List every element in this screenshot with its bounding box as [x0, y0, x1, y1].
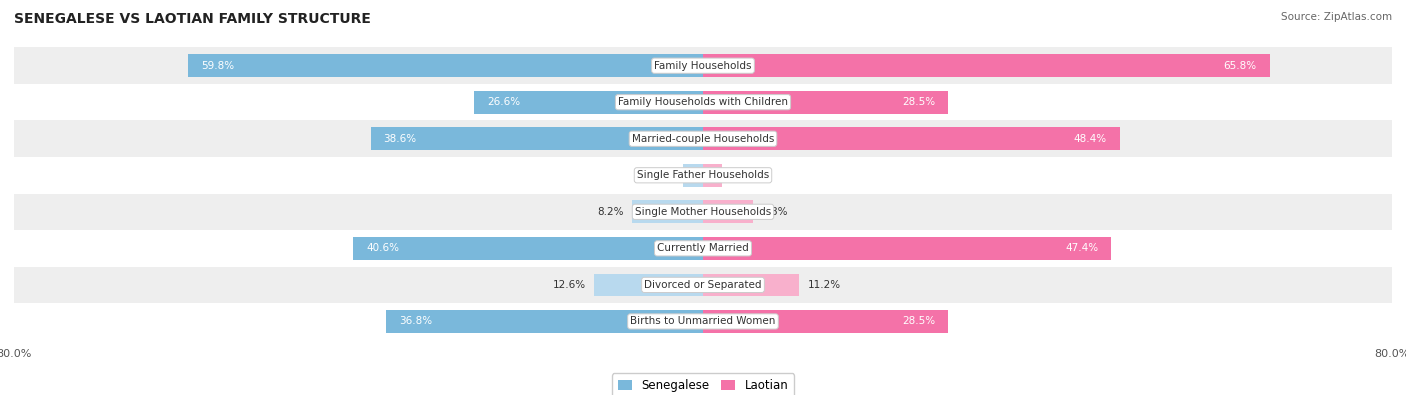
- Bar: [703, 237, 1111, 260]
- Text: 26.6%: 26.6%: [486, 97, 520, 107]
- Bar: [14, 84, 1392, 120]
- Text: 65.8%: 65.8%: [1223, 61, 1257, 71]
- Text: 59.8%: 59.8%: [201, 61, 233, 71]
- Text: Single Mother Households: Single Mother Households: [636, 207, 770, 217]
- Bar: [703, 55, 1270, 77]
- Bar: [14, 120, 1392, 157]
- Legend: Senegalese, Laotian: Senegalese, Laotian: [612, 373, 794, 395]
- Bar: [14, 157, 1392, 194]
- Bar: [595, 274, 703, 296]
- Text: Divorced or Separated: Divorced or Separated: [644, 280, 762, 290]
- Text: 38.6%: 38.6%: [384, 134, 416, 144]
- Bar: [387, 310, 703, 333]
- Bar: [14, 230, 1392, 267]
- Text: Family Households with Children: Family Households with Children: [619, 97, 787, 107]
- Bar: [703, 201, 754, 223]
- Text: 48.4%: 48.4%: [1074, 134, 1107, 144]
- Text: Married-couple Households: Married-couple Households: [631, 134, 775, 144]
- Text: 28.5%: 28.5%: [903, 316, 935, 326]
- Bar: [474, 91, 703, 113]
- Bar: [703, 164, 721, 186]
- Bar: [14, 303, 1392, 340]
- Bar: [703, 128, 1119, 150]
- Bar: [703, 91, 949, 113]
- Text: 2.2%: 2.2%: [731, 170, 756, 180]
- Text: 40.6%: 40.6%: [367, 243, 399, 253]
- Text: 8.2%: 8.2%: [598, 207, 624, 217]
- Bar: [14, 194, 1392, 230]
- Bar: [188, 55, 703, 77]
- Text: 36.8%: 36.8%: [399, 316, 432, 326]
- Text: 2.3%: 2.3%: [648, 170, 675, 180]
- Bar: [371, 128, 703, 150]
- Text: 11.2%: 11.2%: [808, 280, 841, 290]
- Bar: [683, 164, 703, 186]
- Text: Family Households: Family Households: [654, 61, 752, 71]
- Text: Source: ZipAtlas.com: Source: ZipAtlas.com: [1281, 12, 1392, 22]
- Text: 28.5%: 28.5%: [903, 97, 935, 107]
- Bar: [703, 274, 800, 296]
- Text: Births to Unmarried Women: Births to Unmarried Women: [630, 316, 776, 326]
- Text: SENEGALESE VS LAOTIAN FAMILY STRUCTURE: SENEGALESE VS LAOTIAN FAMILY STRUCTURE: [14, 12, 371, 26]
- Bar: [353, 237, 703, 260]
- Text: 12.6%: 12.6%: [553, 280, 586, 290]
- Bar: [14, 267, 1392, 303]
- Text: Currently Married: Currently Married: [657, 243, 749, 253]
- Text: Single Father Households: Single Father Households: [637, 170, 769, 180]
- Text: 47.4%: 47.4%: [1066, 243, 1098, 253]
- Bar: [14, 47, 1392, 84]
- Text: 5.8%: 5.8%: [762, 207, 787, 217]
- Bar: [633, 201, 703, 223]
- Bar: [703, 310, 949, 333]
